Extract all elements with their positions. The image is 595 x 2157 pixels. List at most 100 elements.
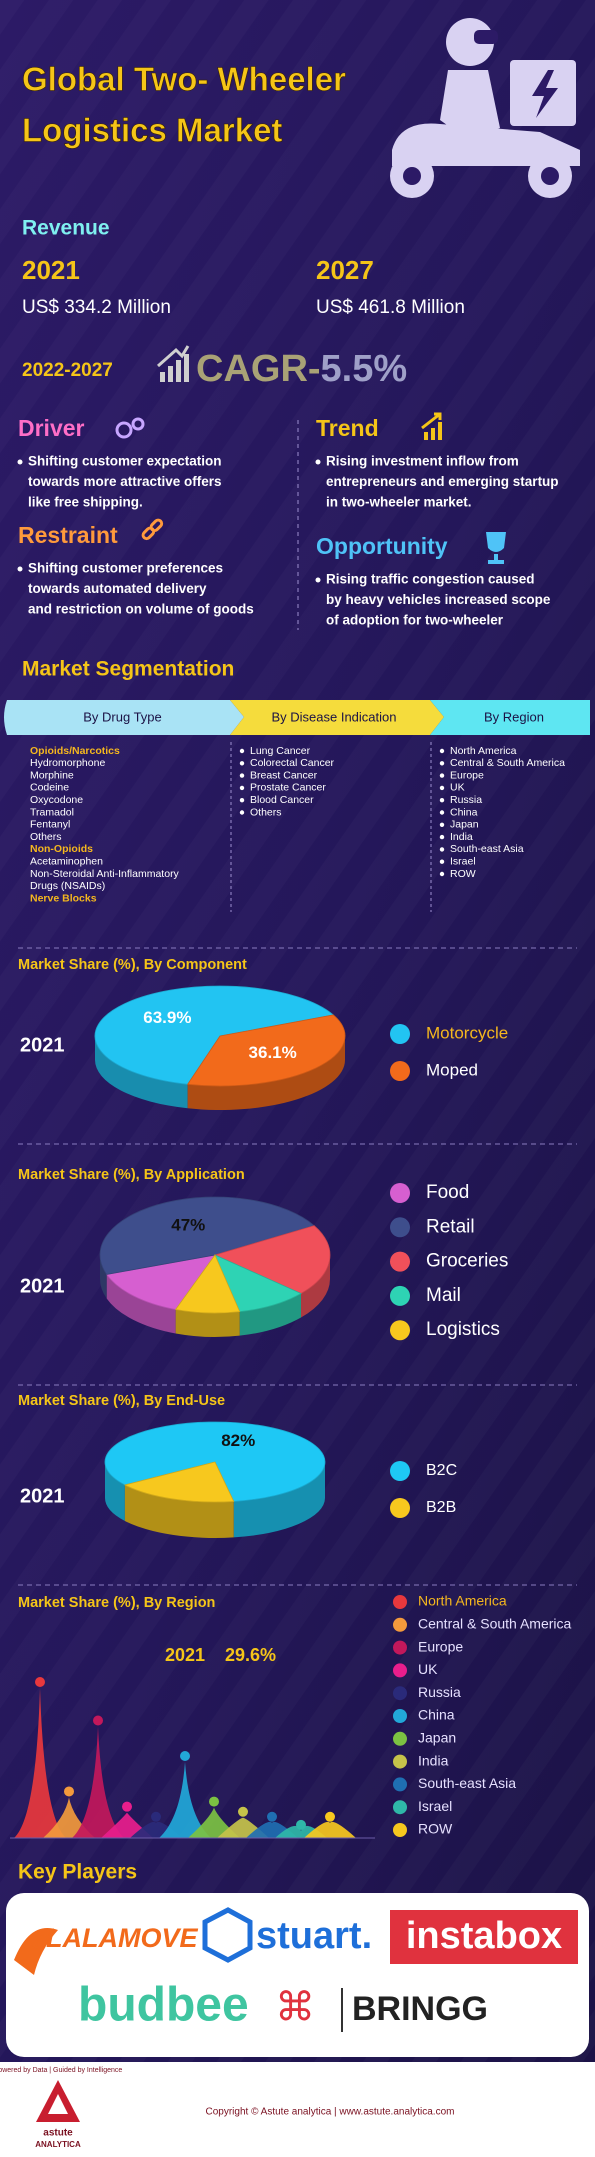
bullet (239, 785, 245, 791)
legend-label: Europe (418, 1638, 463, 1654)
separators (18, 947, 577, 1586)
gear-icon (115, 417, 145, 439)
legend-label: India (418, 1752, 449, 1768)
footer-bg (0, 2062, 595, 2157)
opportunity-text: of adoption for two-wheeler (326, 613, 504, 628)
bullet (239, 761, 245, 766)
legend-label: Retail (426, 1216, 475, 1237)
title: Logistics Market (22, 112, 282, 149)
spike-dot (238, 1806, 248, 1817)
bullet (439, 761, 445, 766)
legend-swatch (390, 1498, 410, 1518)
segment-item: Japan (450, 819, 479, 831)
segment-item: Russia (450, 794, 482, 806)
bullet (439, 773, 445, 778)
region-spike (72, 1726, 124, 1838)
legend-label: ROW (418, 1821, 453, 1837)
region-spike (14, 1688, 66, 1838)
legend-label: China (418, 1707, 455, 1723)
slice-label: 82% (221, 1431, 255, 1450)
logo: budbee (78, 1979, 249, 2032)
bullet (439, 785, 445, 791)
legend-label: Mail (426, 1285, 461, 1306)
spike-dot (151, 1811, 161, 1822)
spike-dot (180, 1750, 190, 1761)
pie-slice (174, 1254, 241, 1314)
logo: LALAMOVE (46, 1923, 198, 1953)
segment-item: Lung Cancer (250, 745, 311, 757)
segment-item: UK (450, 782, 465, 794)
legend-swatch (390, 1183, 410, 1203)
segment-item: India (450, 831, 473, 843)
cagr: CAGR-5.5% (196, 348, 407, 390)
stuart-icon (202, 1907, 253, 1963)
legend-swatch (393, 1663, 407, 1678)
legend-label: UK (418, 1661, 438, 1677)
legend-label: South-east Asia (418, 1775, 516, 1791)
legend-swatch (390, 1251, 410, 1272)
segment-item: Central & South America (450, 757, 565, 769)
bullet (439, 871, 445, 877)
restraint-text: towards automated delivery (28, 581, 207, 596)
driver-text: Shifting customer expectation (28, 454, 222, 469)
pie-slice (105, 1254, 216, 1310)
legend-swatch (393, 1800, 407, 1815)
bullet (17, 459, 23, 465)
spike-dot (296, 1819, 306, 1830)
opportunity-text: by heavy vehicles increased scope (326, 592, 551, 607)
bullet (239, 798, 245, 803)
revenue-year: 2027 (316, 255, 374, 285)
driver-text: like free shipping. (28, 495, 143, 510)
revenue-year: 2021 (22, 255, 80, 285)
trend-text: Rising investment inflow from (326, 454, 519, 469)
tab (4, 700, 244, 735)
spike-dot (325, 1811, 335, 1822)
legend-swatch (393, 1595, 407, 1609)
brand-mark-inner (48, 2094, 68, 2114)
section-title: Market Share (%), By Region (18, 1595, 215, 1611)
instabox-bg (390, 1910, 578, 1964)
opportunity-text: Rising traffic congestion caused (326, 572, 535, 587)
trend-text: entrepreneurs and emerging startup (326, 474, 559, 489)
tab-label: By Region (484, 709, 544, 724)
legend-swatch (393, 1709, 407, 1723)
legend-swatch (393, 1617, 407, 1632)
segment-item: Hydromorphone (30, 757, 105, 769)
legend-label: Israel (418, 1798, 452, 1814)
revenue-label: Revenue (22, 217, 110, 240)
section-title: Market Share (%), By Component (18, 957, 247, 973)
tab-label: By Disease Indication (271, 709, 396, 724)
segment-item: Codeine (30, 782, 69, 794)
spike-dot (267, 1811, 277, 1822)
section-title: Market Share (%), By Application (18, 1167, 245, 1183)
bullet (239, 773, 245, 778)
pie-slice (99, 1196, 316, 1275)
slice-side (175, 1309, 240, 1337)
region-year: 2021 (165, 1645, 205, 1665)
segment-item: North America (450, 745, 517, 757)
legend-label: B2C (426, 1462, 457, 1479)
bullet (439, 748, 445, 754)
spike-dot (209, 1796, 219, 1807)
legend-swatch (393, 1686, 407, 1701)
slice-label: 47% (171, 1216, 205, 1235)
segment-item: Morphine (30, 769, 74, 781)
bullet (439, 798, 445, 803)
pie-slice (123, 1461, 235, 1503)
legend-label: Logistics (426, 1319, 500, 1340)
segment-item: ROW (450, 868, 476, 880)
legend-swatch (390, 1285, 410, 1306)
segment-item: Blood Cancer (250, 794, 314, 806)
driver-title: Driver (18, 415, 85, 441)
legend-swatch (393, 1640, 407, 1655)
section-year: 2021 (20, 1275, 65, 1297)
segment-item: Prostate Cancer (250, 782, 326, 794)
slice-side (105, 1462, 125, 1521)
legend-swatch (390, 1024, 410, 1044)
scooter-icon (390, 18, 580, 198)
slice-side (239, 1293, 301, 1336)
slice-side (106, 1274, 176, 1334)
tab-label: By Drug Type (83, 709, 162, 724)
segment-item: Fentanyl (30, 819, 70, 831)
